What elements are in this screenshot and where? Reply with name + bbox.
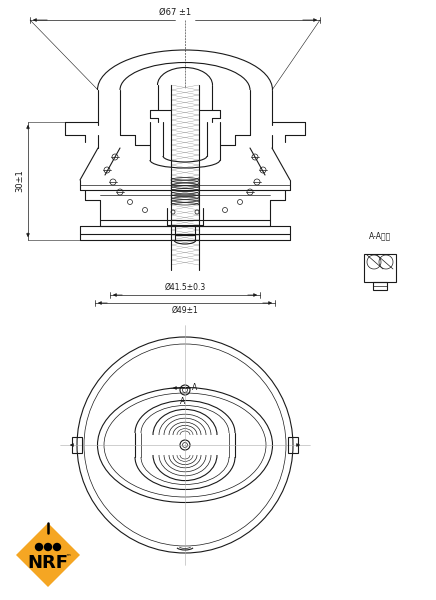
Text: A: A <box>192 383 197 392</box>
Circle shape <box>35 544 42 551</box>
Circle shape <box>54 544 61 551</box>
Bar <box>72 437 82 453</box>
Bar <box>373 282 387 290</box>
Text: A-A旋转: A-A旋转 <box>369 231 391 240</box>
Text: Ø67 ±1: Ø67 ±1 <box>159 8 191 17</box>
Text: A: A <box>181 397 186 406</box>
Circle shape <box>44 544 51 551</box>
Bar <box>175 235 195 240</box>
Bar <box>288 437 298 453</box>
Text: Ø49±1: Ø49±1 <box>172 306 198 315</box>
Bar <box>364 254 396 282</box>
Text: ™: ™ <box>65 556 71 560</box>
Text: 30±1: 30±1 <box>15 170 24 193</box>
Text: Ø41.5±0.3: Ø41.5±0.3 <box>164 283 206 292</box>
Polygon shape <box>16 523 80 587</box>
Text: NRF: NRF <box>27 554 68 572</box>
